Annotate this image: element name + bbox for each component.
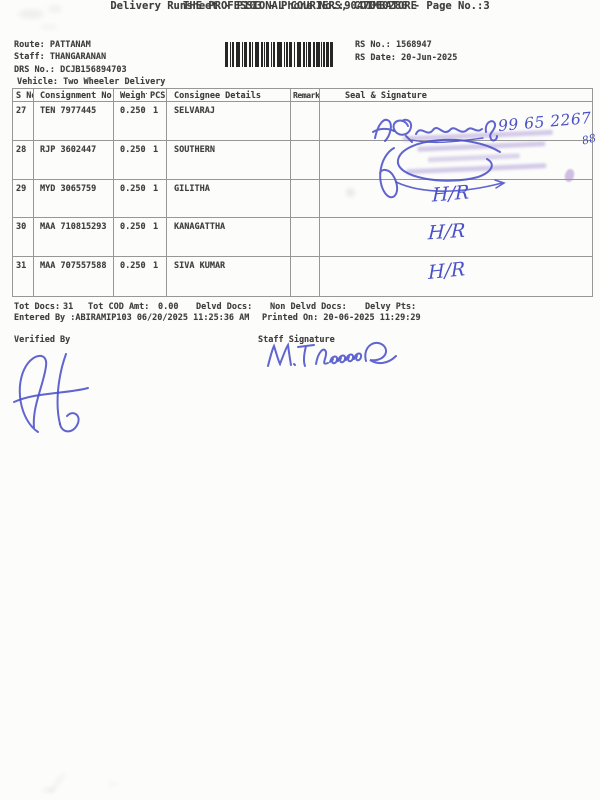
cell-remarks	[291, 218, 320, 258]
cell-weight: 0.250	[114, 141, 147, 180]
cell-consignee: SIVA KUMAR	[167, 257, 291, 296]
tot-cod-value: 0.00	[158, 302, 179, 312]
cell-consignee: SELVARAJ	[167, 102, 291, 141]
cell-weight: 0.250	[114, 218, 147, 258]
scan-smudge	[48, 5, 62, 13]
verified-by-signature	[13, 353, 89, 433]
cell-sno: 31	[13, 257, 34, 296]
non-delvd-docs-label: Non Delvd Docs:	[270, 302, 347, 312]
delvd-docs-label: Delvd Docs:	[196, 302, 253, 312]
cell-weight: 0.250	[120, 261, 146, 272]
cell-pcs: 1	[147, 218, 167, 258]
printed-on-line: Printed On: 20-06-2025 11:29:29	[262, 313, 421, 323]
col-header-pcs: PCS	[147, 89, 167, 102]
cell-sno: 28	[13, 140, 34, 180]
cell-consignment: MAA 707557588	[34, 257, 114, 296]
cell-seal	[320, 257, 592, 296]
drs-label: DRS No.:	[14, 65, 55, 75]
runsheet-subtitle: Delivery Runsheet - P103 - Phone No.:904…	[110, 0, 490, 12]
rs-date-row: RS Date: 20-Jun-2025	[355, 53, 457, 63]
scan-smudge	[108, 782, 118, 786]
drs-value: DCJB156894703	[60, 65, 127, 75]
cell-consignee: KANAGATTHA	[167, 218, 291, 258]
cell-remarks	[291, 102, 320, 141]
cell-weight: 0.250	[114, 102, 147, 141]
cell-consignment: MAA 710815293	[34, 218, 114, 258]
tot-cod-label: Tot COD Amt:	[88, 302, 150, 312]
col-header-consignment: Consignment No	[34, 89, 114, 102]
tot-docs-value: 31	[63, 302, 74, 312]
cell-remarks	[291, 179, 320, 219]
cell-consignee: SOUTHERN	[167, 140, 291, 180]
cell-consignment: TEN 7977445	[34, 102, 114, 141]
col-header-remarks: Remarks	[291, 89, 320, 102]
vehicle-row: Vehicle: Two Wheeler Delivery	[17, 77, 165, 87]
col-header-seal: Seal & Signature	[320, 89, 592, 102]
staff-label: Staff:	[14, 52, 45, 62]
staff-signature-label: Staff Signature	[258, 335, 335, 345]
cell-seal	[320, 218, 592, 258]
cell-pcs: 1	[147, 179, 167, 219]
rs-date-value: 20-Jun-2025	[401, 53, 458, 63]
delvy-pts-label: Delvy Pts:	[365, 302, 417, 312]
consignment-table: S No Consignment No Weight PCS Consignee…	[12, 88, 593, 297]
col-header-consignee: Consignee Details	[167, 89, 291, 102]
rs-no-value: 1568947	[395, 40, 432, 50]
col-header-weight: Weight	[114, 89, 147, 102]
cell-remarks	[291, 257, 320, 296]
cell-seal	[320, 102, 592, 141]
rs-no-row: RS No.: 1568947	[355, 40, 432, 50]
rs-date-label: RS Date:	[355, 53, 396, 63]
staff-row: Staff: THANGARANAN	[14, 52, 106, 62]
drs-row: DRS No.: DCJB156894703	[14, 65, 127, 75]
route-label: Route:	[14, 40, 45, 50]
cell-weight: 0.250	[114, 180, 147, 219]
company-title: THE PROFESSIONAL COURIERS, COIMBATORE	[183, 0, 417, 12]
cell-consignment: MYD 3065759	[34, 179, 114, 219]
scan-smudge	[18, 9, 44, 19]
cell-seal	[320, 141, 592, 180]
vehicle-value: Two Wheeler Delivery	[63, 77, 166, 87]
col-header-sno: S No	[13, 89, 34, 102]
cell-consignee: GILITHA	[167, 179, 291, 219]
cell-sno: 30	[13, 218, 34, 258]
cell-consignment: RJP 3602447	[34, 140, 114, 180]
route-value: PATTANAM	[49, 40, 91, 50]
scan-smudge	[42, 788, 56, 792]
verified-by-label: Verified By	[14, 335, 71, 345]
tot-docs-label: Tot Docs:	[14, 302, 61, 312]
cell-pcs: 1	[147, 140, 167, 180]
cell-sno: 29	[13, 179, 34, 219]
route-row: Route: PATTANAM	[14, 40, 91, 50]
barcode-image	[225, 42, 333, 67]
scan-smudge	[203, 1, 216, 6]
cell-remarks	[291, 140, 320, 180]
cell-seal	[320, 180, 592, 219]
scan-smudge	[40, 24, 58, 30]
rs-no-label: RS No.:	[355, 40, 391, 50]
entered-by-line: Entered By :ABIRAMIP103 06/20/2025 11:25…	[14, 313, 250, 323]
cell-pcs: 1	[147, 102, 167, 141]
cell-pcs: 1	[147, 257, 167, 296]
staff-value: THANGARANAN	[49, 52, 107, 62]
cell-sno: 27	[13, 102, 34, 141]
vehicle-label: Vehicle:	[17, 77, 58, 87]
